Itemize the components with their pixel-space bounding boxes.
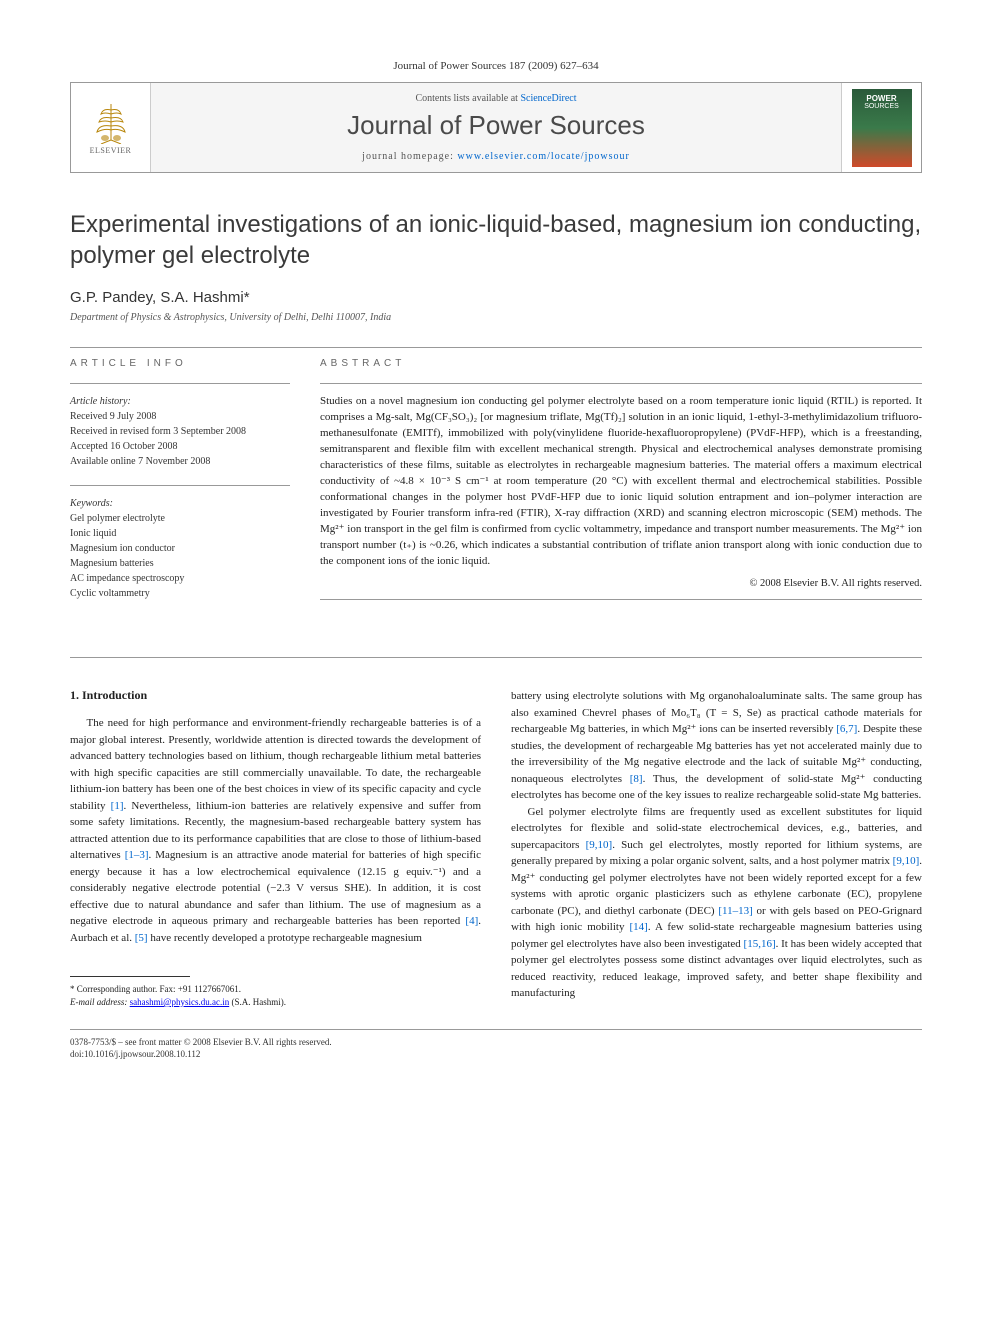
homepage-link[interactable]: www.elsevier.com/locate/jpowsour [457,151,629,162]
keyword: Cyclic voltammetry [70,586,290,601]
keyword: Magnesium ion conductor [70,541,290,556]
ref-link[interactable]: [6,7] [836,723,857,735]
masthead-center: Contents lists available at ScienceDirec… [151,83,841,172]
journal-citation-header: Journal of Power Sources 187 (2009) 627–… [70,60,922,72]
corresponding-author: * Corresponding author. Fax: +91 1127667… [70,983,481,996]
footer-doi: doi:10.1016/j.jpowsour.2008.10.112 [70,1048,922,1061]
affiliation: Department of Physics & Astrophysics, Un… [70,312,922,323]
divider [320,599,922,600]
email-link[interactable]: sahashmi@physics.du.ac.in [130,997,230,1007]
body-span: The need for high performance and enviro… [70,717,481,812]
article-info-column: ARTICLE INFO Article history: Received 9… [70,358,290,617]
divider [70,383,290,384]
article-info-label: ARTICLE INFO [70,358,290,369]
history-label: Article history: [70,394,290,409]
article-history-block: Article history: Received 9 July 2008 Re… [70,394,290,469]
body-span: have recently developed a prototype rech… [148,932,422,944]
body-column-left: 1. Introduction The need for high perfor… [70,688,481,1008]
keywords-block: Keywords: Gel polymer electrolyte Ionic … [70,496,290,601]
ref-link[interactable]: [5] [135,932,148,944]
footnote-block: * Corresponding author. Fax: +91 1127667… [70,983,481,1008]
abstract-text: Studies on a novel magnesium ion conduct… [320,394,922,569]
divider [70,657,922,658]
ref-link[interactable]: [8] [630,773,643,785]
ref-link[interactable]: [4] [465,915,478,927]
history-item: Accepted 16 October 2008 [70,439,290,454]
ref-link[interactable]: [11–13] [718,905,752,917]
divider [320,383,922,384]
ref-link[interactable]: [9,10] [893,855,920,867]
body-text: The need for high performance and enviro… [70,715,481,946]
keyword: Gel polymer electrolyte [70,511,290,526]
publisher-logo-box: ELSEVIER [71,83,151,172]
email-suffix: (S.A. Hashmi). [229,997,286,1007]
journal-title: Journal of Power Sources [171,110,821,141]
keywords-label: Keywords: [70,496,290,511]
keyword: Magnesium batteries [70,556,290,571]
homepage-line: journal homepage: www.elsevier.com/locat… [171,151,821,162]
homepage-prefix: journal homepage: [362,151,457,162]
cover-line2: SOURCES [864,103,899,110]
journal-cover-thumb: POWER SOURCES [852,89,912,167]
history-item: Available online 7 November 2008 [70,454,290,469]
elsevier-tree-icon [91,100,131,144]
ref-link[interactable]: [1] [111,800,124,812]
sciencedirect-link[interactable]: ScienceDirect [520,93,576,104]
elsevier-logo: ELSEVIER [83,93,139,163]
body-text: battery using electrolyte solutions with… [511,688,922,1002]
ref-link[interactable]: [1–3] [125,849,149,861]
footer: 0378-7753/$ – see front matter © 2008 El… [70,1036,922,1061]
history-item: Received 9 July 2008 [70,409,290,424]
email-label: E-mail address: [70,997,130,1007]
ref-link[interactable]: [9,10] [586,839,613,851]
cover-line1: POWER [866,95,896,103]
contents-line: Contents lists available at ScienceDirec… [171,93,821,104]
footer-divider [70,1029,922,1030]
history-item: Received in revised form 3 September 200… [70,424,290,439]
body-column-right: battery using electrolyte solutions with… [511,688,922,1008]
body-columns: 1. Introduction The need for high perfor… [70,688,922,1008]
ref-link[interactable]: [14] [630,921,648,933]
article-title: Experimental investigations of an ionic-… [70,209,922,271]
abstract-column: ABSTRACT Studies on a novel magnesium io… [320,358,922,617]
abstract-copyright: © 2008 Elsevier B.V. All rights reserved… [320,578,922,589]
authors: G.P. Pandey, S.A. Hashmi* [70,289,922,306]
footnote-separator [70,976,190,977]
divider [70,485,290,486]
masthead: ELSEVIER Contents lists available at Sci… [70,82,922,173]
abstract-label: ABSTRACT [320,358,922,369]
keyword: Ionic liquid [70,526,290,541]
contents-prefix: Contents lists available at [415,93,520,104]
footer-line1: 0378-7753/$ – see front matter © 2008 El… [70,1036,922,1049]
section-heading: 1. Introduction [70,688,481,703]
ref-link[interactable]: [15,16] [744,938,776,950]
divider [70,347,922,348]
keyword: AC impedance spectroscopy [70,571,290,586]
publisher-name: ELSEVIER [90,146,132,155]
cover-thumb-box: POWER SOURCES [841,83,921,172]
